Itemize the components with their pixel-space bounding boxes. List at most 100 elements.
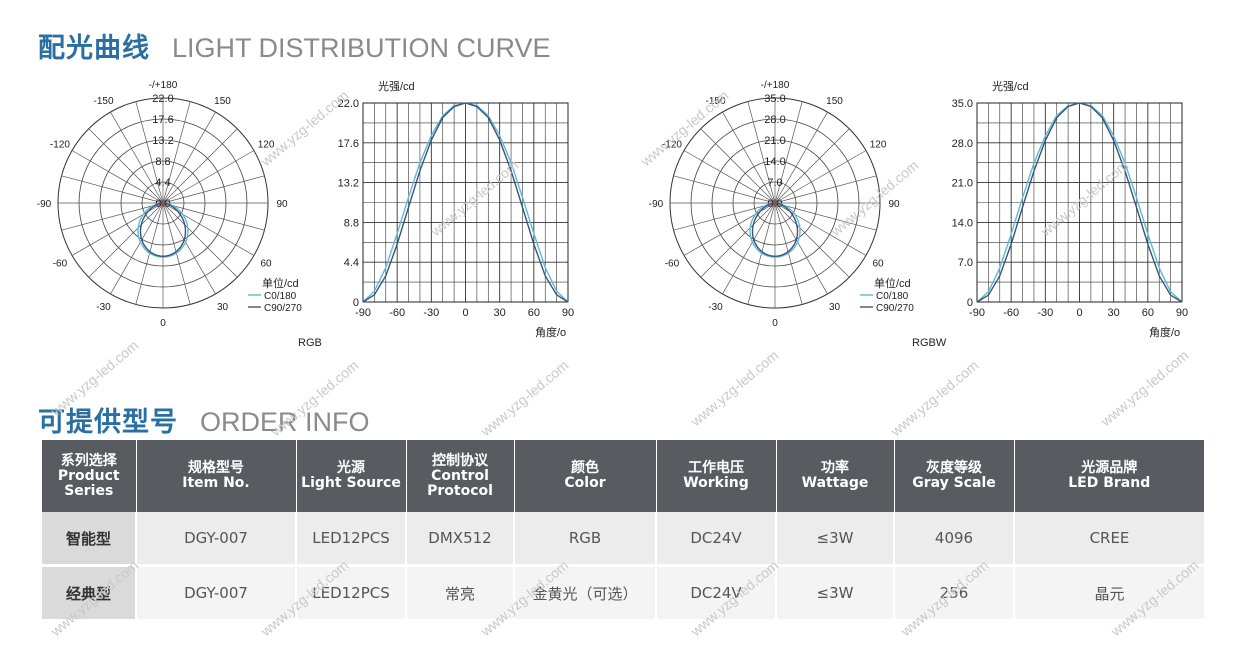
polar-grid-spoke bbox=[162, 101, 191, 204]
polar-grid-spoke bbox=[774, 101, 803, 204]
polar-angle-label: 0 bbox=[772, 318, 778, 329]
y-tick-label: 8.8 bbox=[344, 217, 359, 229]
header-en: Item No. bbox=[182, 475, 250, 491]
y-tick-label: 28.0 bbox=[952, 138, 973, 150]
series-cell: 智能型 bbox=[42, 512, 137, 567]
polar-angle-label: -/+180 bbox=[761, 80, 790, 91]
table-header-cell: 颜色 Color bbox=[514, 440, 657, 512]
polar-grid-spoke bbox=[88, 202, 164, 278]
table-row: 经典型 DGY-007 LED12PCS 常亮 金黄光（可选） DC24V ≤3W 256 晶元 bbox=[42, 565, 1204, 622]
x-tick-label: -30 bbox=[1037, 307, 1053, 319]
polar-series-C90-270 bbox=[139, 202, 187, 258]
polar-radial-label: 7.0 bbox=[767, 177, 782, 189]
y-axis-title: 光强/cd bbox=[992, 79, 1029, 93]
order-table: 系列选择 Product Series 规格型号 Item No. 光源 Light So… bbox=[42, 440, 1204, 622]
table-header-cell: 灰度等级 Gray Scale bbox=[894, 440, 1015, 512]
header-en: Working bbox=[683, 475, 749, 491]
table-cell: DGY-007 bbox=[136, 512, 297, 567]
header-cn: 颜色 bbox=[571, 460, 599, 476]
x-tick-label: 30 bbox=[1108, 307, 1120, 319]
polar-angle-label: 150 bbox=[214, 96, 231, 107]
polar-angle-label: 0 bbox=[160, 318, 166, 329]
table-cell: LED12PCS bbox=[296, 565, 407, 622]
polar-grid-spoke bbox=[673, 202, 776, 231]
watermark-text: www.yzg-led.com bbox=[887, 356, 982, 440]
polar-angle-label: -/+180 bbox=[149, 80, 178, 91]
polar-grid-spoke bbox=[774, 202, 803, 305]
x-tick-label: 60 bbox=[528, 307, 540, 319]
polar-grid-spoke bbox=[110, 111, 164, 204]
polar-grid-spoke bbox=[673, 175, 776, 204]
table-cell: ≤3W bbox=[776, 512, 895, 567]
table-cell: DMX512 bbox=[406, 512, 515, 567]
table-cell: DC24V bbox=[656, 565, 777, 622]
polar-grid-spoke bbox=[61, 175, 164, 204]
polar-angle-label: 90 bbox=[888, 199, 900, 210]
y-tick-label: 17.6 bbox=[338, 138, 359, 150]
polar-grid-spoke bbox=[162, 175, 265, 204]
header-en: Color bbox=[564, 475, 606, 491]
header-en: LED Brand bbox=[1068, 475, 1151, 491]
table-header-row: 系列选择 Product Series 规格型号 Item No. 光源 Light So… bbox=[42, 440, 1204, 512]
polar-radial-label: 17.6 bbox=[152, 114, 173, 126]
polar-unit-label: 单位/cd bbox=[262, 276, 299, 290]
x-tick-label: 0 bbox=[1076, 307, 1082, 319]
polar-angle-label: -60 bbox=[53, 259, 68, 270]
x-tick-label: 90 bbox=[1176, 307, 1188, 319]
x-tick-label: -30 bbox=[423, 307, 439, 319]
table-cell: 256 bbox=[894, 565, 1015, 622]
light-distribution-title: 配光曲线 LIGHT DISTRIBUTION CURVE bbox=[38, 26, 551, 65]
polar-chart-label: RGB bbox=[298, 337, 322, 349]
line-chart-rgb: -90 -60 -30 0 30 60 90 0 4.4 8.8 13.2 17.6 22.0 光强/cd… bbox=[338, 79, 575, 339]
header-en: Gray Scale bbox=[912, 475, 996, 491]
polar-unit-label: 单位/cd bbox=[874, 276, 911, 290]
polar-grid-spoke bbox=[774, 202, 877, 231]
polar-angle-label: 90 bbox=[276, 199, 288, 210]
x-tick-label: 30 bbox=[494, 307, 506, 319]
polar-grid-spoke bbox=[162, 202, 191, 305]
polar-grid-spoke bbox=[162, 128, 238, 204]
line-series-C90-270 bbox=[362, 102, 569, 303]
polar-grid-spoke bbox=[162, 202, 216, 295]
table-row: 智能型 DGY-007 LED12PCS DMX512 RGB DC24V ≤3W 4096 C… bbox=[42, 512, 1204, 567]
polar-angle-label: 30 bbox=[217, 302, 229, 313]
polar-grid-spoke bbox=[722, 202, 776, 295]
y-tick-label: 13.2 bbox=[338, 178, 359, 190]
polar-grid-spoke bbox=[774, 202, 850, 278]
y-tick-label: 22.0 bbox=[338, 98, 359, 110]
polar-grid-spoke bbox=[162, 111, 216, 204]
header-en: Wattage bbox=[801, 475, 869, 491]
header-en: Product Series bbox=[57, 467, 120, 499]
polar-angle-label: 60 bbox=[872, 259, 884, 270]
table-cell: CREE bbox=[1014, 512, 1204, 567]
table-cell: 4096 bbox=[894, 512, 1015, 567]
table-header-cell: 功率 Wattage bbox=[776, 440, 895, 512]
polar-angle-label: 120 bbox=[258, 140, 275, 151]
y-tick-label: 4.4 bbox=[344, 257, 359, 269]
polar-angle-label: -90 bbox=[649, 199, 664, 210]
table-header-cell: 工作电压 Working bbox=[656, 440, 777, 512]
table-header-cell: 光源品牌 LED Brand bbox=[1014, 440, 1204, 512]
polar-series-C0-180 bbox=[749, 202, 801, 258]
polar-angle-label: -30 bbox=[708, 302, 723, 313]
y-tick-label: 0 bbox=[967, 297, 973, 309]
table-cell: ≤3W bbox=[776, 565, 895, 622]
polar-grid-spoke bbox=[747, 202, 776, 305]
header-en: Light Source bbox=[301, 475, 401, 491]
y-tick-label: 14.0 bbox=[952, 217, 973, 229]
polar-series-C90-270 bbox=[751, 202, 799, 258]
x-tick-label: -90 bbox=[355, 307, 371, 319]
polar-radial-label: 28.0 bbox=[764, 114, 785, 126]
polar-grid-spoke bbox=[61, 202, 164, 231]
title-cn: 可提供型号 bbox=[38, 407, 178, 438]
header-cn: 光源 bbox=[337, 460, 365, 476]
x-tick-label: 0 bbox=[462, 307, 468, 319]
polar-angle-label: -120 bbox=[50, 140, 70, 151]
polar-grid-spoke bbox=[88, 128, 164, 204]
table-cell: 常亮 bbox=[406, 565, 515, 622]
x-tick-label: -60 bbox=[389, 307, 405, 319]
polar-angle-label: -150 bbox=[93, 96, 113, 107]
polar-grid-spoke bbox=[683, 150, 776, 204]
polar-grid-spoke bbox=[700, 128, 776, 204]
polar-grid-spoke bbox=[774, 175, 877, 204]
